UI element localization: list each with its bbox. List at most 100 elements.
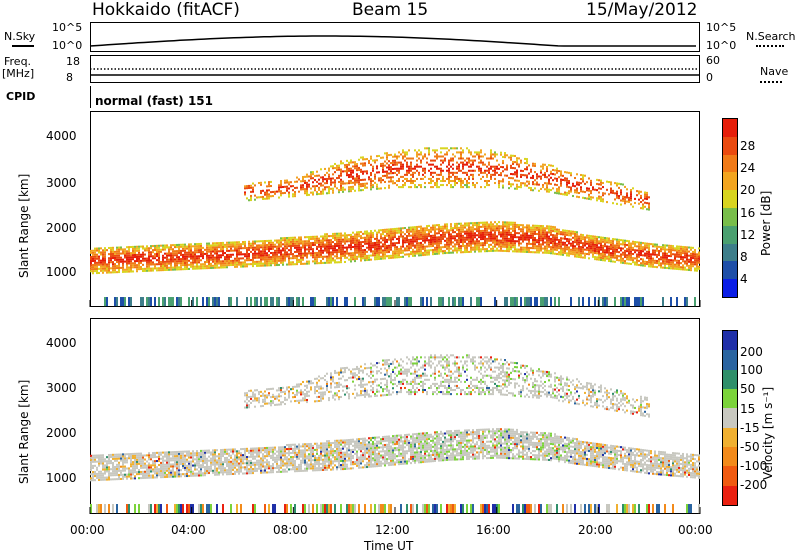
power-cell <box>560 184 562 187</box>
power-cell <box>540 247 542 250</box>
power-cell <box>340 172 342 175</box>
power-cell <box>108 271 110 274</box>
power-cell <box>548 164 550 167</box>
power-cell <box>424 175 426 178</box>
power-cell <box>274 262 276 265</box>
power-cell <box>602 253 604 256</box>
vel-cell <box>114 455 116 458</box>
vel-cell <box>110 453 112 456</box>
vel-cell <box>92 460 94 463</box>
power-cell <box>566 177 568 180</box>
power-cell <box>426 297 428 307</box>
power-cell <box>308 185 310 188</box>
power-cell <box>330 241 332 244</box>
power-cell <box>604 253 606 256</box>
power-cell <box>578 196 580 199</box>
nsky-label: N.Sky <box>4 30 36 43</box>
power-cell <box>226 247 228 250</box>
power-cell <box>166 258 168 261</box>
power-cell <box>358 251 360 254</box>
freq-tick-top: 18 <box>66 55 80 68</box>
power-cell <box>536 247 538 250</box>
power-cell <box>406 249 408 252</box>
power-cell <box>326 179 328 183</box>
power-cell <box>588 193 590 196</box>
power-cell <box>288 193 290 196</box>
power-cell <box>264 246 266 249</box>
power-cell <box>406 253 408 256</box>
power-cell <box>462 228 464 231</box>
power-cell <box>546 170 548 173</box>
power-cell <box>646 252 648 255</box>
power-cell <box>384 247 386 250</box>
power-cell <box>556 230 558 233</box>
power-cell <box>542 251 544 254</box>
power-cell <box>494 237 496 240</box>
power-cell <box>446 223 448 226</box>
power-cell <box>214 260 216 263</box>
power-cell <box>370 246 372 249</box>
power-cell <box>394 256 396 259</box>
power-cell <box>338 164 340 167</box>
power-cell <box>412 248 414 251</box>
power-cell <box>460 224 462 227</box>
power-cell <box>662 297 664 307</box>
power-cell <box>418 248 420 251</box>
power-cell <box>462 151 464 154</box>
power-cell <box>158 244 160 247</box>
power-cell <box>446 147 448 150</box>
power-cell <box>648 208 650 211</box>
power-cell <box>292 261 294 264</box>
power-cell <box>236 247 238 250</box>
power-cell <box>214 297 216 307</box>
power-cell <box>318 239 320 242</box>
power-cell <box>256 262 258 265</box>
power-cell <box>458 167 460 170</box>
power-cell <box>432 186 434 189</box>
power-cell <box>506 297 508 307</box>
power-cell <box>638 297 640 307</box>
power-cell <box>370 250 372 253</box>
power-cell <box>306 256 308 259</box>
power-cell <box>648 244 650 247</box>
power-cell <box>272 190 274 193</box>
power-cell <box>242 253 244 256</box>
power-cell <box>442 184 444 187</box>
power-cell <box>550 242 552 245</box>
power-cell <box>366 186 368 189</box>
power-cell <box>470 234 472 237</box>
power-cell <box>524 246 526 249</box>
power-cell <box>666 252 668 255</box>
power-cell <box>630 189 632 192</box>
power-cell <box>410 163 412 166</box>
power-cell <box>484 223 486 226</box>
power-cell <box>536 241 538 244</box>
vel-cell <box>98 474 100 477</box>
power-cell <box>314 179 316 182</box>
power-cell <box>216 248 218 251</box>
power-cell <box>598 242 600 245</box>
power-cell <box>320 245 322 248</box>
power-cell <box>298 254 300 257</box>
power-cell <box>492 173 494 176</box>
power-cell <box>556 253 558 256</box>
power-cell <box>562 178 564 181</box>
vel-cell <box>110 455 112 458</box>
power-cell <box>516 236 518 239</box>
power-cell <box>206 244 208 247</box>
power-cell <box>394 234 396 237</box>
power-cell <box>138 257 140 260</box>
power-cell <box>94 255 96 258</box>
power-cell <box>684 250 686 253</box>
power-cell <box>560 231 562 234</box>
power-cell <box>606 297 608 307</box>
power-cell <box>344 260 346 263</box>
power-cell <box>450 157 452 160</box>
power-cell <box>344 250 346 253</box>
power-cell <box>538 251 540 254</box>
power-cell <box>340 186 342 189</box>
power-cell <box>156 250 158 254</box>
power-cell <box>428 153 430 156</box>
power-cell <box>462 186 464 189</box>
power-cell <box>558 176 560 179</box>
